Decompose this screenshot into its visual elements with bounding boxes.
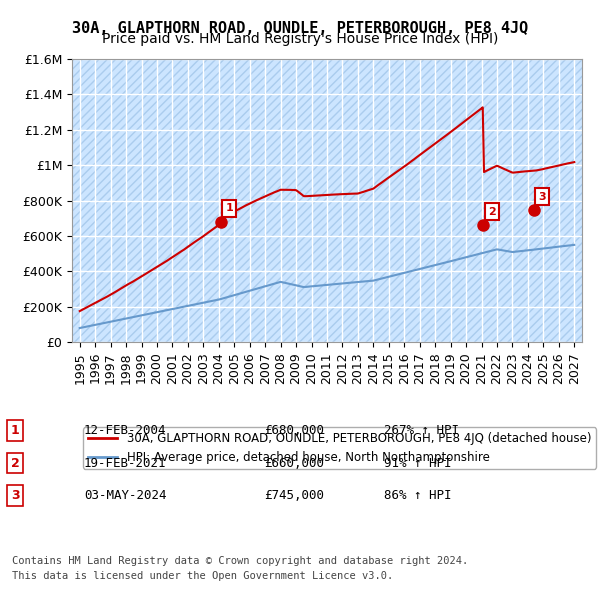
Text: 03-MAY-2024: 03-MAY-2024 bbox=[84, 489, 167, 502]
Text: £660,000: £660,000 bbox=[264, 457, 324, 470]
Text: 2: 2 bbox=[11, 457, 19, 470]
Text: 19-FEB-2021: 19-FEB-2021 bbox=[84, 457, 167, 470]
Text: 3: 3 bbox=[538, 192, 546, 202]
Text: 91% ↑ HPI: 91% ↑ HPI bbox=[384, 457, 452, 470]
Text: £745,000: £745,000 bbox=[264, 489, 324, 502]
Text: 1: 1 bbox=[226, 203, 233, 213]
Text: 12-FEB-2004: 12-FEB-2004 bbox=[84, 424, 167, 437]
Text: 86% ↑ HPI: 86% ↑ HPI bbox=[384, 489, 452, 502]
Text: Contains HM Land Registry data © Crown copyright and database right 2024.: Contains HM Land Registry data © Crown c… bbox=[12, 556, 468, 566]
Text: 30A, GLAPTHORN ROAD, OUNDLE, PETERBOROUGH, PE8 4JQ: 30A, GLAPTHORN ROAD, OUNDLE, PETERBOROUG… bbox=[72, 21, 528, 35]
Text: 1: 1 bbox=[11, 424, 19, 437]
Text: £680,000: £680,000 bbox=[264, 424, 324, 437]
Legend: 30A, GLAPTHORN ROAD, OUNDLE, PETERBOROUGH, PE8 4JQ (detached house), HPI: Averag: 30A, GLAPTHORN ROAD, OUNDLE, PETERBOROUG… bbox=[83, 427, 596, 468]
Text: 2: 2 bbox=[488, 206, 496, 217]
Text: Price paid vs. HM Land Registry's House Price Index (HPI): Price paid vs. HM Land Registry's House … bbox=[102, 32, 498, 47]
Text: This data is licensed under the Open Government Licence v3.0.: This data is licensed under the Open Gov… bbox=[12, 571, 393, 581]
Text: 3: 3 bbox=[11, 489, 19, 502]
Text: 267% ↑ HPI: 267% ↑ HPI bbox=[384, 424, 459, 437]
